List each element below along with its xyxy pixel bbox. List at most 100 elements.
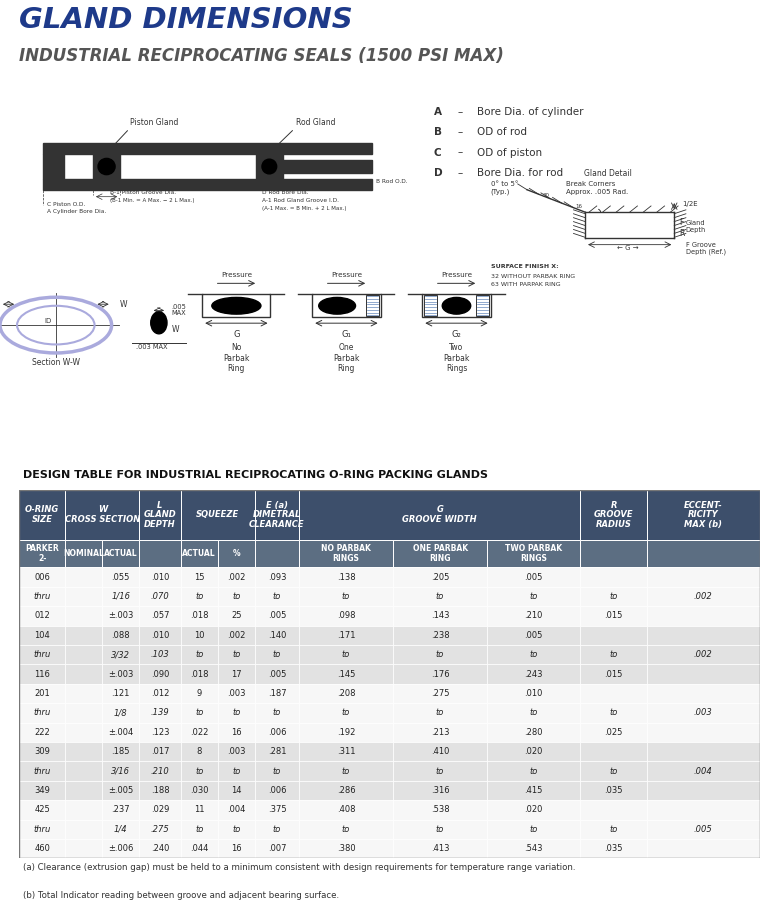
Bar <box>102 567 140 587</box>
Bar <box>19 606 65 625</box>
Text: 14: 14 <box>231 786 242 795</box>
Bar <box>487 567 580 587</box>
Text: 1/8: 1/8 <box>114 708 128 717</box>
Text: (Typ.): (Typ.) <box>491 189 510 195</box>
Bar <box>299 664 393 683</box>
Text: to: to <box>609 825 618 834</box>
Bar <box>140 683 181 703</box>
Bar <box>102 800 140 820</box>
Bar <box>647 800 760 820</box>
Text: ACTUAL: ACTUAL <box>182 549 216 558</box>
Text: to: to <box>609 766 618 775</box>
Text: 16: 16 <box>231 845 242 853</box>
Text: .003: .003 <box>227 747 246 756</box>
Text: 32 WITHOUT PARBAK RING: 32 WITHOUT PARBAK RING <box>491 274 575 279</box>
Bar <box>140 625 181 645</box>
Text: .171: .171 <box>337 631 356 640</box>
Text: OD of rod: OD of rod <box>477 127 527 137</box>
Text: .205: .205 <box>431 573 449 581</box>
Bar <box>580 606 647 625</box>
Text: .002: .002 <box>694 592 713 600</box>
Text: .003: .003 <box>227 689 246 698</box>
Text: .213: .213 <box>431 728 449 737</box>
Text: thru: thru <box>33 650 51 659</box>
Bar <box>140 645 181 664</box>
Text: 1/4: 1/4 <box>114 825 128 834</box>
Text: to: to <box>232 650 240 659</box>
Text: W
CROSS SECTION: W CROSS SECTION <box>64 506 140 524</box>
Bar <box>299 723 393 742</box>
Text: –: – <box>457 108 463 117</box>
Bar <box>140 742 181 762</box>
Ellipse shape <box>443 297 470 314</box>
Bar <box>393 540 487 567</box>
Bar <box>580 683 647 703</box>
Bar <box>647 781 760 800</box>
Text: ID: ID <box>44 318 51 324</box>
Bar <box>65 820 102 839</box>
Text: to: to <box>195 708 203 717</box>
Text: 460: 460 <box>34 845 50 853</box>
Text: .238: .238 <box>431 631 449 640</box>
Text: 116: 116 <box>34 670 50 679</box>
Text: thru: thru <box>33 825 51 834</box>
Text: .057: .057 <box>151 612 169 621</box>
Text: 63 WITH PARPAK RING: 63 WITH PARPAK RING <box>491 282 560 286</box>
Text: ±.003: ±.003 <box>108 612 133 621</box>
Text: .004: .004 <box>227 805 246 814</box>
Bar <box>393 703 487 723</box>
Bar <box>218 742 255 762</box>
Bar <box>218 781 255 800</box>
Text: .002: .002 <box>694 650 713 659</box>
Bar <box>65 490 140 540</box>
Bar <box>487 664 580 683</box>
Bar <box>19 742 65 762</box>
Text: .004: .004 <box>694 766 713 775</box>
Text: W: W <box>172 325 179 334</box>
Bar <box>218 820 255 839</box>
Bar <box>299 742 393 762</box>
Text: to: to <box>232 708 240 717</box>
Bar <box>255 820 299 839</box>
Text: .005: .005 <box>525 573 543 581</box>
Bar <box>299 567 393 587</box>
Text: Piston Gland: Piston Gland <box>130 118 178 127</box>
Text: .005: .005 <box>267 670 286 679</box>
Bar <box>487 625 580 645</box>
Bar <box>255 800 299 820</box>
Text: Section W-W: Section W-W <box>32 357 80 367</box>
Bar <box>181 490 255 540</box>
Text: .018: .018 <box>190 670 208 679</box>
Text: .002: .002 <box>227 573 246 581</box>
Text: .413: .413 <box>431 845 449 853</box>
Bar <box>65 683 102 703</box>
Bar <box>181 540 218 567</box>
Bar <box>299 762 393 781</box>
Bar <box>487 800 580 820</box>
Text: Depth: Depth <box>686 227 706 232</box>
Bar <box>393 800 487 820</box>
Bar <box>218 540 255 567</box>
Bar <box>202 294 270 318</box>
Bar <box>102 625 140 645</box>
Bar <box>255 683 299 703</box>
Bar <box>255 625 299 645</box>
Bar <box>255 587 299 606</box>
Text: .275: .275 <box>431 689 449 698</box>
Bar <box>65 625 102 645</box>
Bar <box>140 540 181 567</box>
Bar <box>255 664 299 683</box>
Bar <box>647 587 760 606</box>
Bar <box>140 567 181 587</box>
Text: .088: .088 <box>112 631 130 640</box>
Bar <box>580 703 647 723</box>
Text: SURFACE FINISH X:: SURFACE FINISH X: <box>491 263 558 269</box>
Bar <box>393 567 487 587</box>
Bar <box>393 723 487 742</box>
Bar <box>487 703 580 723</box>
Text: 15: 15 <box>194 573 205 581</box>
Text: .210: .210 <box>150 766 170 775</box>
Bar <box>65 742 102 762</box>
Text: to: to <box>436 592 444 600</box>
Text: NOMINAL: NOMINAL <box>64 549 104 558</box>
